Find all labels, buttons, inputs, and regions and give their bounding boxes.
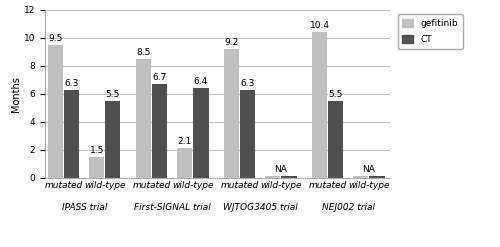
Text: 9.2: 9.2 (224, 38, 239, 47)
Bar (152, 84, 168, 178)
Text: 5.5: 5.5 (106, 90, 120, 99)
Bar (312, 32, 328, 178)
Bar (282, 176, 296, 178)
Text: 8.5: 8.5 (136, 48, 151, 57)
Text: 6.3: 6.3 (64, 79, 79, 88)
Bar (136, 59, 151, 178)
Bar (266, 176, 280, 178)
Bar (354, 176, 368, 178)
Text: WJTOG3405 trial: WJTOG3405 trial (223, 203, 298, 212)
Bar (89, 157, 104, 178)
Bar (328, 101, 344, 178)
Bar (194, 88, 208, 178)
Bar (240, 90, 256, 178)
Text: NA: NA (274, 165, 287, 174)
Bar (48, 45, 63, 178)
Legend: gefitinib, CT: gefitinib, CT (398, 14, 462, 49)
Text: First-SIGNAL trial: First-SIGNAL trial (134, 203, 210, 212)
Bar (178, 148, 192, 178)
Text: 6.4: 6.4 (194, 77, 208, 86)
Text: IPASS trial: IPASS trial (62, 203, 107, 212)
Y-axis label: Months: Months (11, 76, 21, 112)
Text: 9.5: 9.5 (48, 34, 63, 43)
Text: 5.5: 5.5 (328, 90, 343, 99)
Text: NEJ002 trial: NEJ002 trial (322, 203, 375, 212)
Text: 6.3: 6.3 (240, 79, 255, 88)
Text: 1.5: 1.5 (90, 146, 104, 155)
Text: 10.4: 10.4 (310, 21, 330, 30)
Text: 2.1: 2.1 (178, 137, 192, 146)
Text: NA: NA (362, 165, 376, 174)
Bar (224, 49, 240, 178)
Bar (64, 90, 80, 178)
Bar (370, 176, 384, 178)
Bar (106, 101, 120, 178)
Text: 6.7: 6.7 (152, 73, 167, 82)
